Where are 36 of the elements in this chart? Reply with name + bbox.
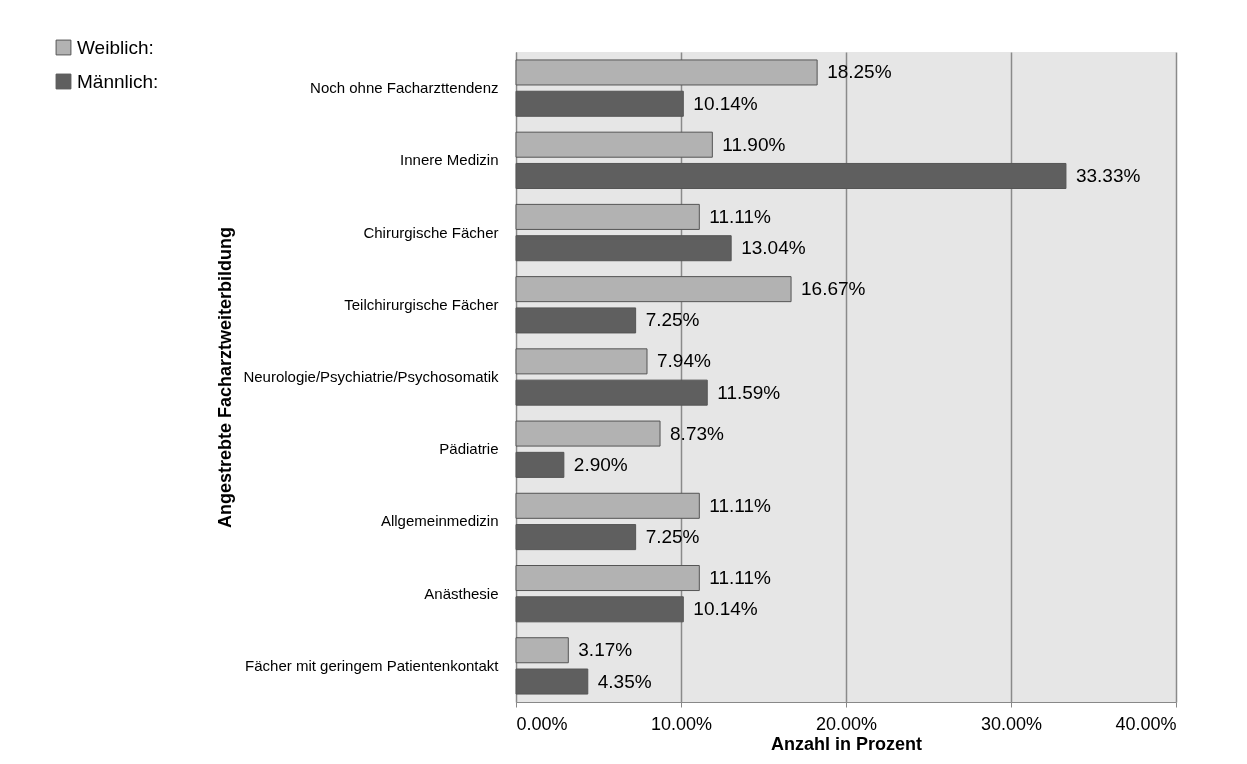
data-label: 7.25% (645, 526, 700, 548)
y-tick-label: Teilchirurgische Fächer (344, 295, 499, 313)
data-label: 16.67% (801, 278, 866, 300)
y-tick-label: Pädiatrie (439, 440, 499, 458)
legend-label: Männlich: (77, 70, 159, 92)
data-label: 11.11% (709, 205, 772, 227)
y-tick-label: Noch ohne Facharzttendenz (310, 79, 499, 97)
x-tick-label: 30.00% (980, 713, 1043, 734)
data-label: 33.33% (1075, 164, 1141, 186)
data-label: 11.11% (709, 494, 772, 516)
x-tick-label: 40.00% (1115, 713, 1177, 734)
data-label: 8.73% (670, 422, 725, 444)
y-axis-title: Angestrebte Facharztweiterbildung (214, 226, 235, 529)
data-label: 10.14% (693, 92, 758, 114)
data-label: 7.25% (645, 309, 700, 331)
data-label: 18.25% (827, 61, 892, 83)
data-label: 11.90% (722, 133, 786, 155)
data-label: 2.90% (573, 453, 628, 475)
y-tick-label: Fächer mit geringem Patientenkontakt (245, 656, 500, 674)
data-label: 11.11% (709, 567, 772, 589)
x-axis-title: Anzahl in Prozent (770, 733, 923, 754)
y-tick-label: Innere Medizin (400, 151, 499, 169)
x-tick-label: 20.00% (815, 713, 878, 734)
x-tick-label: 10.00% (650, 713, 713, 734)
data-label: 13.04% (741, 237, 806, 259)
data-label: 7.94% (657, 350, 711, 372)
data-label: 11.59% (717, 381, 781, 403)
y-tick-label: Allgemeinmedizin (380, 512, 499, 530)
y-tick-label: Chirurgische Fächer (363, 223, 499, 241)
y-tick-label: Anästhesie (424, 584, 499, 602)
x-tick-label: 0.00% (516, 713, 568, 734)
data-label: 4.35% (597, 670, 652, 692)
y-tick-label: Neurologie/Psychiatrie/Psychosomatik (243, 368, 499, 385)
data-label: 10.14% (693, 598, 758, 620)
legend-label: Weiblich: (77, 36, 154, 58)
data-label: 3.17% (578, 639, 633, 661)
